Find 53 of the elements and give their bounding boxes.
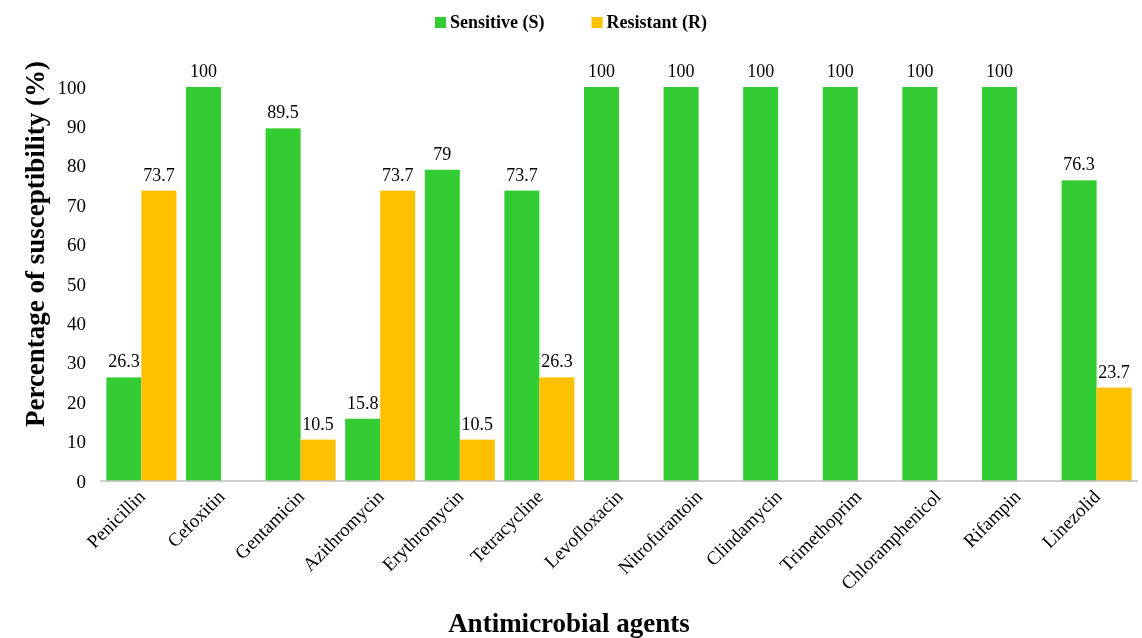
bar: [504, 190, 540, 481]
legend-label: Sensitive (S): [450, 12, 545, 33]
data-label: 10.5: [461, 413, 494, 434]
bar: [300, 439, 336, 481]
data-label: 73.7: [506, 164, 538, 185]
bar: [1096, 387, 1132, 481]
y-tick-label: 0: [76, 470, 86, 492]
legend-label: Resistant (R): [606, 12, 707, 33]
y-tick-label: 50: [67, 273, 86, 295]
y-tick-label: 40: [67, 312, 86, 334]
bar: [345, 418, 381, 481]
y-tick-label: 100: [57, 76, 86, 98]
bar: [902, 87, 938, 481]
bar: [663, 87, 699, 481]
data-label: 73.7: [143, 164, 175, 185]
bar: [583, 87, 619, 481]
bar: [141, 190, 177, 481]
data-label: 89.5: [267, 102, 299, 123]
bar: [106, 377, 142, 481]
y-tick-label: 20: [67, 391, 86, 413]
data-label: 100: [587, 61, 615, 81]
y-tick-label: 60: [67, 234, 86, 256]
data-label: 100: [826, 61, 854, 81]
y-tick-label: 70: [67, 194, 86, 216]
data-label: 73.7: [381, 164, 414, 185]
bar: [380, 190, 416, 481]
y-tick-label: 30: [67, 352, 86, 374]
data-label: 26.3: [541, 351, 573, 372]
data-label: 15.8: [346, 392, 379, 413]
bar: [743, 87, 779, 481]
y-axis-title: Percentage of susceptibility (%): [20, 60, 50, 428]
bar: [265, 128, 301, 481]
data-label: 100: [985, 61, 1013, 81]
y-tick-label: 90: [67, 115, 86, 137]
bar: [459, 439, 495, 481]
y-tick-label: 10: [67, 431, 86, 453]
data-label: 100: [906, 61, 934, 81]
bar: [981, 87, 1018, 481]
data-label: 10.5: [302, 413, 334, 434]
bar: [539, 377, 575, 481]
data-label: 23.7: [1098, 361, 1130, 382]
bar: [185, 87, 221, 481]
y-tick-label: 80: [67, 155, 86, 177]
bar: [822, 87, 858, 481]
data-label: 76.3: [1063, 154, 1095, 175]
data-label: 26.3: [108, 351, 140, 372]
data-label: 79: [433, 143, 452, 164]
bar: [424, 169, 460, 481]
data-label: 100: [747, 61, 775, 81]
data-label: 100: [667, 61, 695, 81]
x-axis-title: Antimicrobial agents: [448, 608, 690, 638]
bar: [1061, 180, 1097, 481]
data-label: 100: [189, 61, 217, 81]
